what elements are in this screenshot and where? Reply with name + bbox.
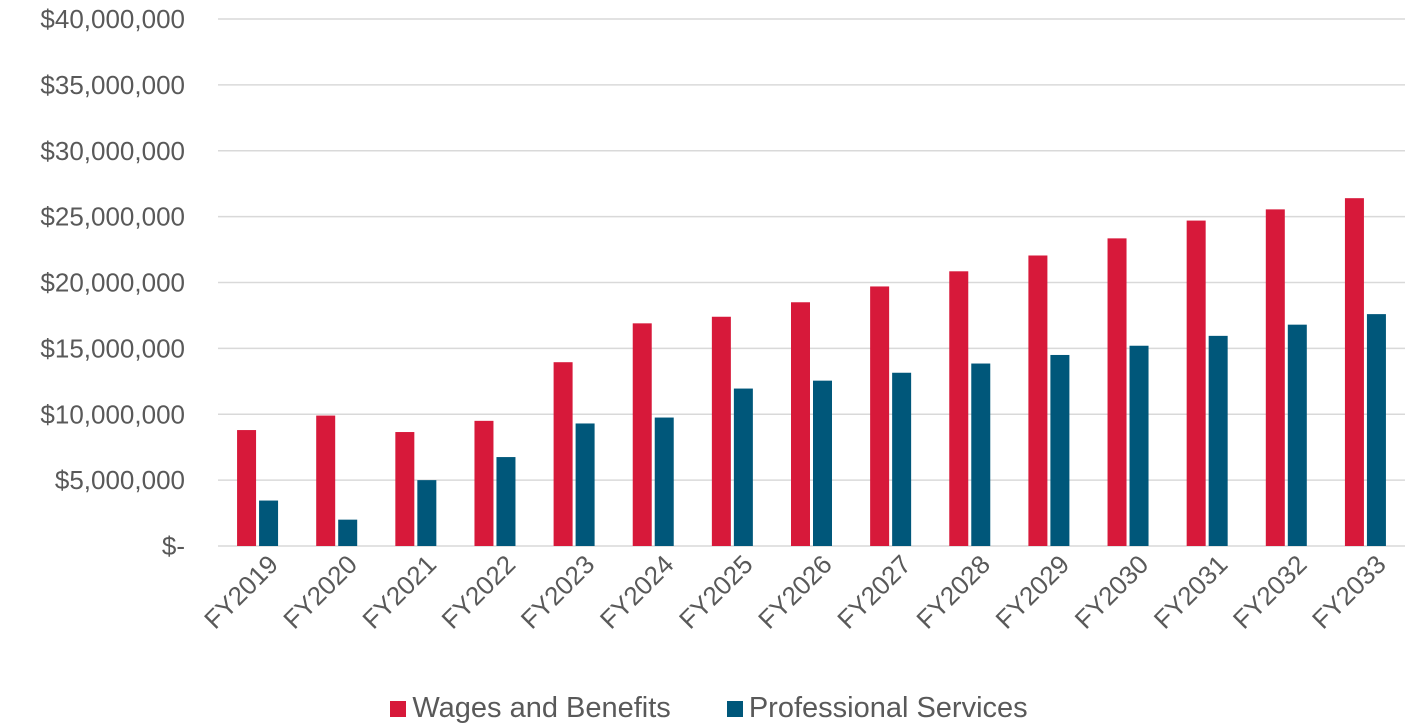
legend-swatch-wages xyxy=(390,700,407,717)
bar-wages-and-benefits xyxy=(949,271,969,546)
x-tick-label: FY2027 xyxy=(831,549,917,635)
x-tick-label: FY2022 xyxy=(436,549,522,635)
bar-professional-services xyxy=(733,388,753,546)
bar-professional-services xyxy=(1208,335,1228,546)
gridlines xyxy=(218,18,1405,547)
y-axis-ticks: $- $5,000,000 $10,000,000 $15,000,000 $20,00… xyxy=(40,4,185,561)
x-tick-label: FY2024 xyxy=(594,549,680,635)
x-tick-label: FY2026 xyxy=(752,549,838,635)
legend-item-wages: Wages and Benefits xyxy=(390,692,671,725)
x-tick-label: FY2033 xyxy=(1306,549,1392,635)
x-tick-label: FY2032 xyxy=(1227,549,1313,635)
x-tick-label: FY2021 xyxy=(356,549,442,635)
bar-wages-and-benefits xyxy=(316,415,336,546)
x-tick-label: FY2031 xyxy=(1148,549,1234,635)
bar-professional-services xyxy=(1129,345,1149,546)
y-tick-label: $35,000,000 xyxy=(40,70,185,100)
bar-wages-and-benefits xyxy=(1107,238,1127,546)
bar-professional-services xyxy=(892,372,912,546)
legend-swatch-professional-services xyxy=(726,700,743,717)
bar-wages-and-benefits xyxy=(474,420,494,546)
x-tick-label: FY2028 xyxy=(910,549,996,635)
bar-wages-and-benefits xyxy=(237,430,257,546)
bar-wages-and-benefits xyxy=(395,432,415,546)
y-tick-label: $40,000,000 xyxy=(40,4,185,34)
bar-professional-services xyxy=(654,417,674,546)
x-tick-label: FY2029 xyxy=(990,549,1076,635)
bar-wages-and-benefits xyxy=(1028,255,1048,546)
bar-professional-services xyxy=(338,519,358,546)
bar-wages-and-benefits xyxy=(1265,209,1285,546)
bar-professional-services xyxy=(971,363,991,546)
y-tick-label: $- xyxy=(162,531,185,561)
bar-professional-services xyxy=(496,457,516,546)
y-tick-label: $10,000,000 xyxy=(40,399,185,429)
y-tick-label: $20,000,000 xyxy=(40,268,185,298)
bar-professional-services xyxy=(813,380,832,546)
x-tick-label: FY2020 xyxy=(277,549,363,635)
x-tick-label: FY2030 xyxy=(1069,549,1155,635)
bar-wages-and-benefits xyxy=(711,316,731,546)
y-tick-label: $5,000,000 xyxy=(55,465,185,495)
bar-wages-and-benefits xyxy=(553,362,573,546)
bar-chart: $- $5,000,000 $10,000,000 $15,000,000 $20,00… xyxy=(40,4,1405,635)
x-tick-label: FY2025 xyxy=(673,549,759,635)
bar-professional-services xyxy=(1287,324,1307,546)
legend-item-professional-services: Professional Services xyxy=(726,692,1028,725)
bar-professional-services xyxy=(417,480,437,546)
legend-label-wages: Wages and Benefits xyxy=(412,692,671,724)
y-tick-label: $30,000,000 xyxy=(40,136,185,166)
x-axis-ticks: FY2019FY2020FY2021FY2022FY2023FY2024FY20… xyxy=(198,549,1391,635)
legend-label-professional-services: Professional Services xyxy=(748,692,1028,724)
bar-wages-and-benefits xyxy=(870,286,890,546)
y-tick-label: $25,000,000 xyxy=(40,202,185,232)
y-tick-label: $15,000,000 xyxy=(40,333,185,363)
legend: Wages and Benefits Professional Services xyxy=(0,692,1418,725)
bar-wages-and-benefits xyxy=(791,302,810,546)
bar-professional-services xyxy=(575,423,595,546)
bars xyxy=(237,198,1386,546)
bar-wages-and-benefits xyxy=(1344,198,1364,546)
x-tick-label: FY2019 xyxy=(198,549,284,635)
bar-wages-and-benefits xyxy=(1186,220,1206,546)
bar-professional-services xyxy=(1366,314,1386,546)
x-tick-label: FY2023 xyxy=(515,549,601,635)
bar-professional-services xyxy=(1050,354,1070,546)
bar-professional-services xyxy=(259,500,279,546)
bar-wages-and-benefits xyxy=(632,323,652,546)
